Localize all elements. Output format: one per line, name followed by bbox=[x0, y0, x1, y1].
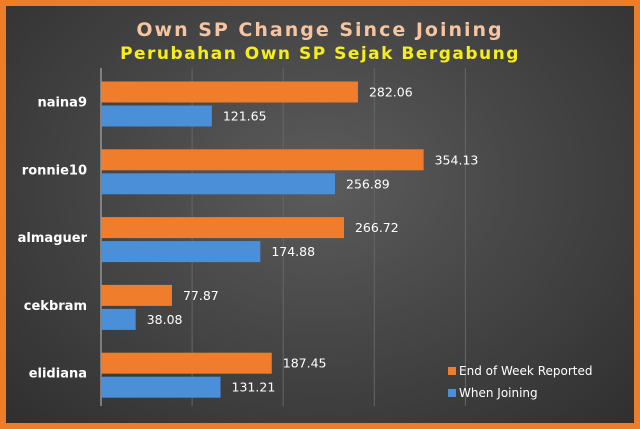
legend-label-when-joining: When Joining bbox=[459, 386, 538, 400]
bar-almaguer-end-of-week bbox=[101, 217, 344, 239]
bar-ronnie10-end-of-week bbox=[101, 149, 424, 171]
legend-label-end-of-week: End of Week Reported bbox=[459, 364, 592, 378]
legend: End of Week Reported When Joining bbox=[448, 364, 592, 400]
category-label-almaguer: almaguer bbox=[18, 231, 88, 246]
chart-frame: Own SP Change Since Joining Perubahan Ow… bbox=[6, 6, 634, 423]
bar-chart: Own SP Change Since Joining Perubahan Ow… bbox=[18, 19, 592, 406]
bar-cekbram-when-joining bbox=[101, 308, 136, 330]
bar-almaguer-when-joining bbox=[101, 241, 261, 263]
category-label-naina9: naina9 bbox=[37, 96, 87, 111]
data-label-naina9-end-of-week: 282.06 bbox=[369, 85, 413, 100]
data-label-elidiana-when-joining: 131.21 bbox=[232, 380, 276, 395]
bar-naina9-end-of-week bbox=[101, 81, 358, 103]
data-label-naina9-when-joining: 121.65 bbox=[223, 109, 267, 124]
data-label-almaguer-when-joining: 174.88 bbox=[271, 244, 315, 259]
legend-swatch-end-of-week bbox=[448, 367, 456, 375]
bar-ronnie10-when-joining bbox=[101, 173, 336, 195]
data-label-ronnie10-end-of-week: 354.13 bbox=[435, 152, 479, 167]
bar-elidiana-when-joining bbox=[101, 376, 221, 398]
chart-subtitle: Perubahan Own SP Sejak Bergabung bbox=[120, 44, 520, 64]
data-label-cekbram-when-joining: 38.08 bbox=[147, 312, 183, 327]
legend-swatch-when-joining bbox=[448, 389, 456, 397]
bar-elidiana-end-of-week bbox=[101, 352, 272, 374]
data-label-ronnie10-when-joining: 256.89 bbox=[346, 176, 390, 191]
bar-naina9-when-joining bbox=[101, 105, 212, 127]
data-label-cekbram-end-of-week: 77.87 bbox=[183, 288, 219, 303]
category-label-cekbram: cekbram bbox=[24, 299, 87, 314]
bars: naina9 282.06 121.65 ronnie10 354.13 256.89 al… bbox=[18, 81, 479, 398]
chart-title: Own SP Change Since Joining bbox=[136, 19, 503, 41]
category-label-ronnie10: ronnie10 bbox=[22, 163, 87, 178]
category-label-elidiana: elidiana bbox=[29, 367, 87, 382]
bar-cekbram-end-of-week bbox=[101, 284, 172, 306]
data-label-elidiana-end-of-week: 187.45 bbox=[283, 356, 327, 371]
data-label-almaguer-end-of-week: 266.72 bbox=[355, 220, 399, 235]
